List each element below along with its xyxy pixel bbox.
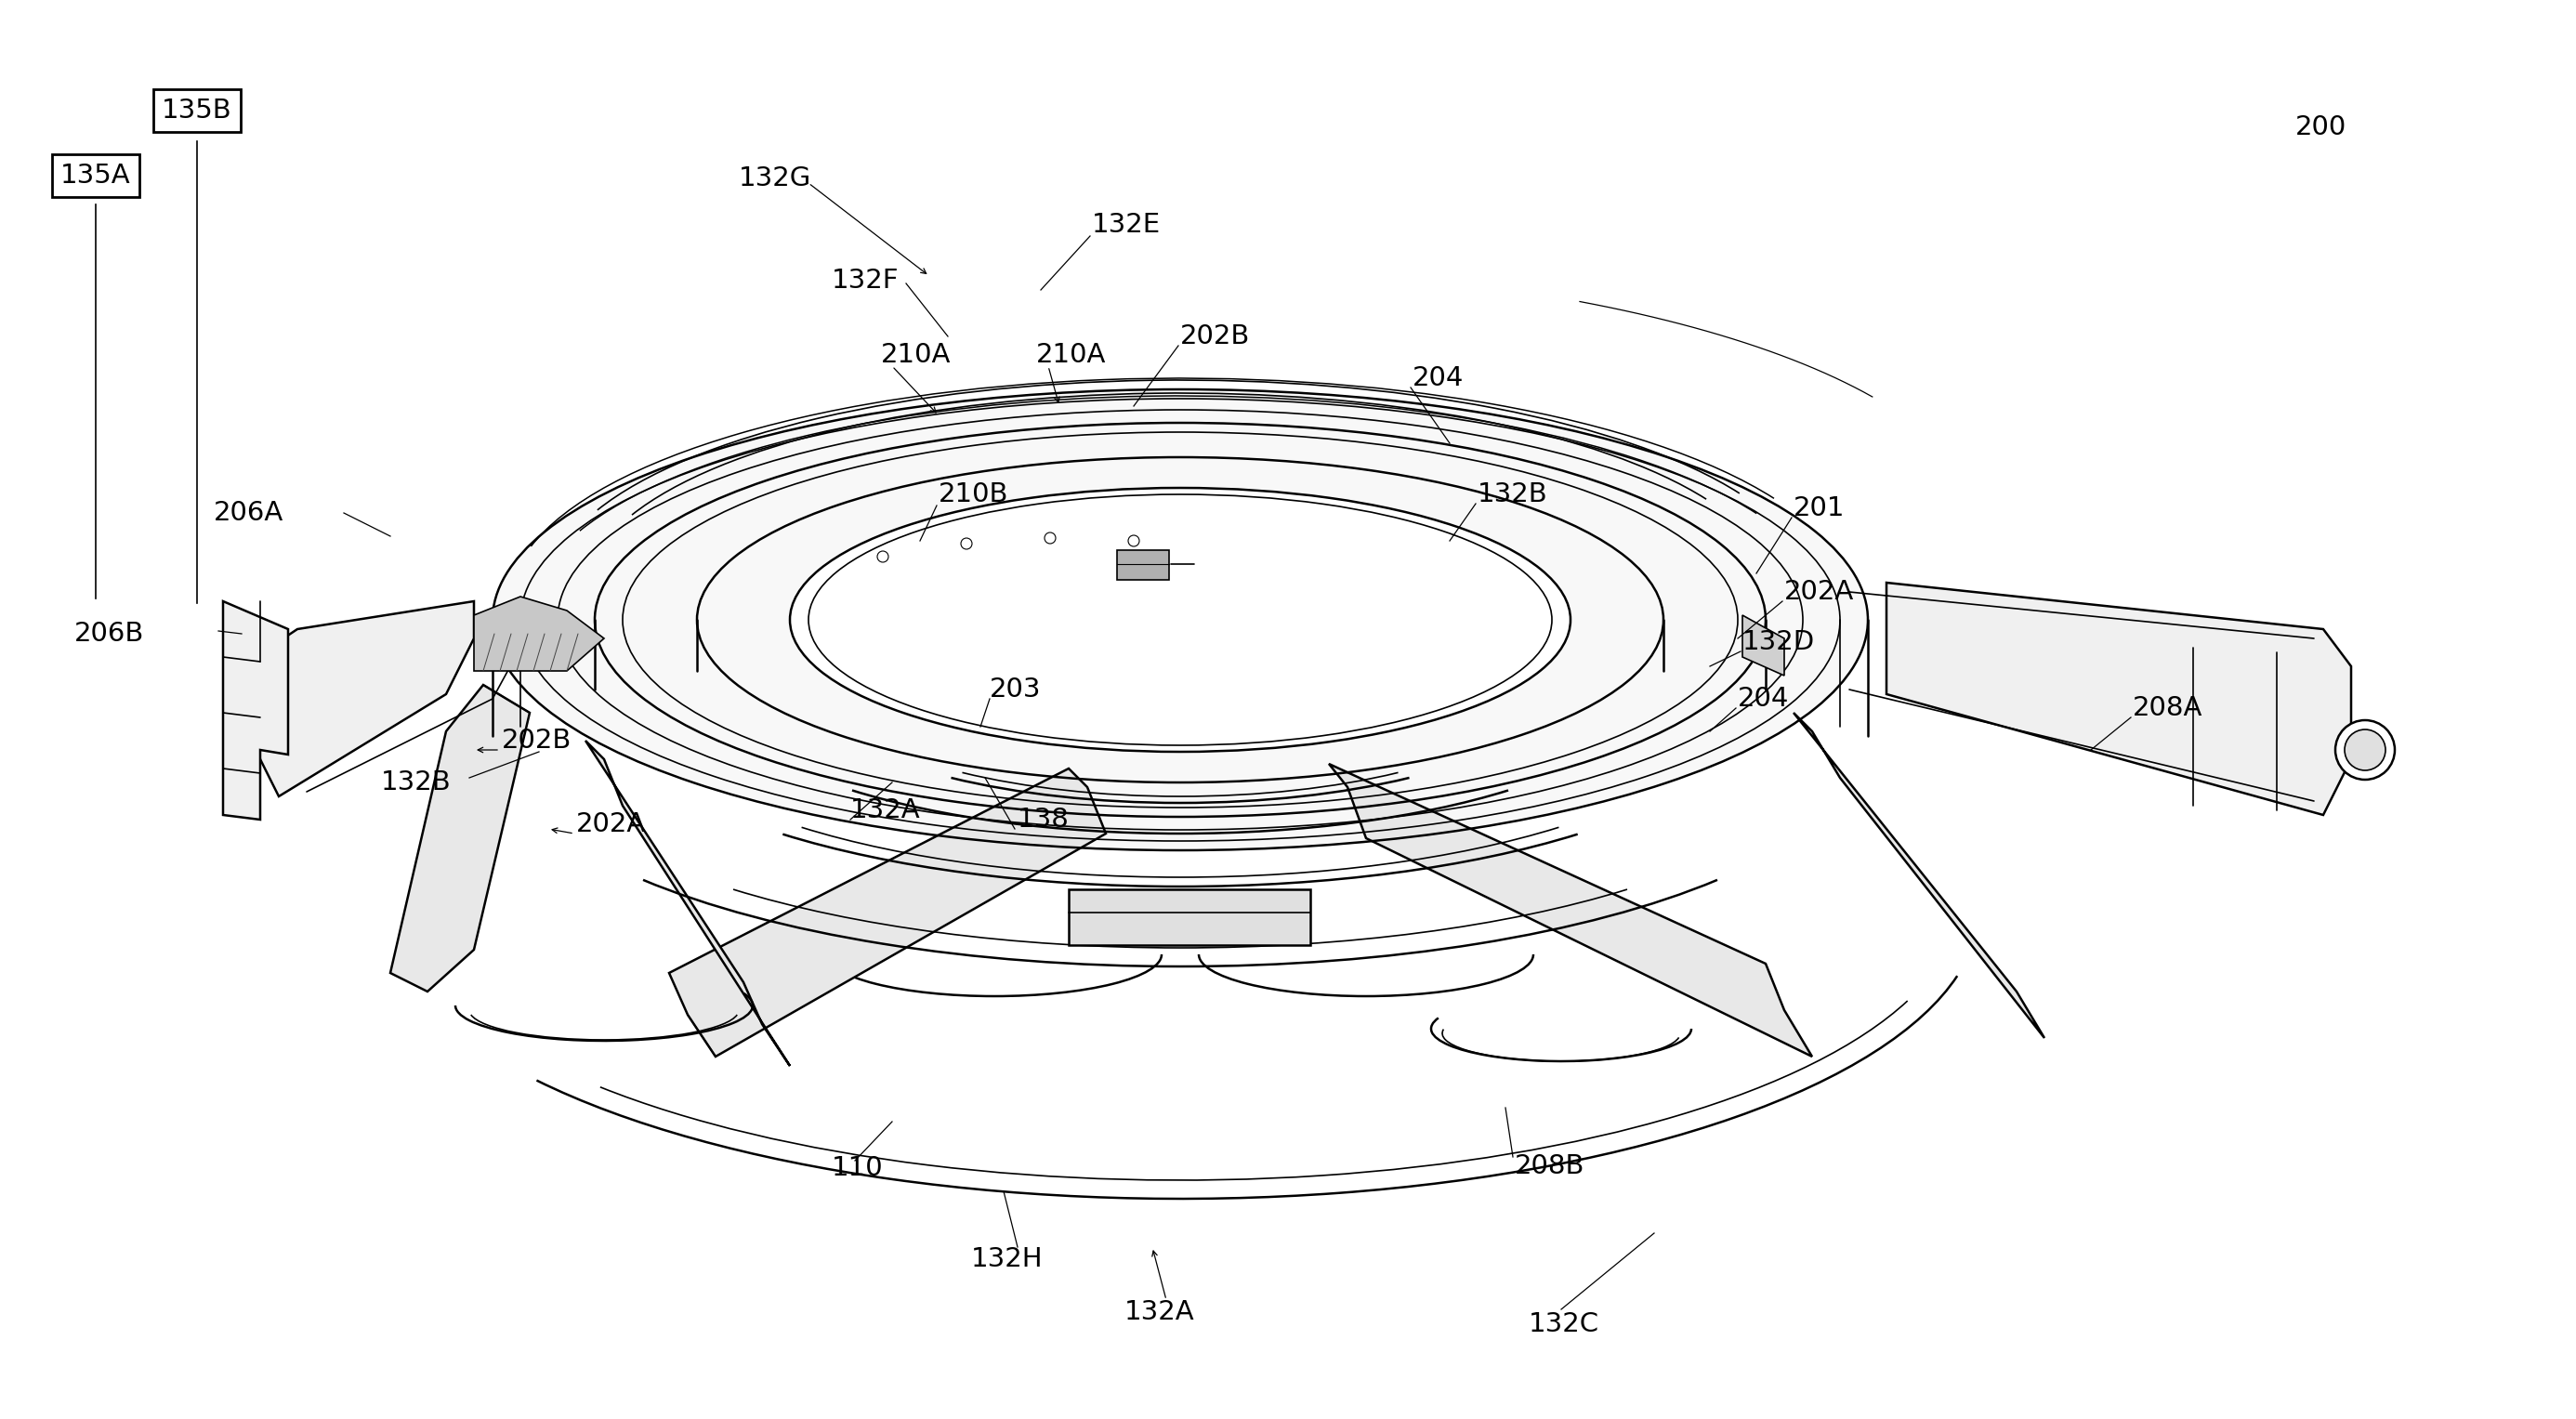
Text: 202B: 202B	[502, 728, 572, 753]
Text: 132C: 132C	[1528, 1311, 1600, 1337]
Text: 202A: 202A	[577, 812, 647, 837]
Ellipse shape	[492, 389, 1868, 850]
Text: 210A: 210A	[881, 342, 951, 368]
Polygon shape	[392, 685, 531, 992]
Circle shape	[1128, 535, 1139, 546]
Text: 132E: 132E	[1092, 211, 1162, 238]
Polygon shape	[1329, 763, 1811, 1057]
Text: 204: 204	[1739, 685, 1790, 712]
Polygon shape	[670, 769, 1105, 1057]
Text: 132G: 132G	[739, 166, 811, 192]
Text: 132A: 132A	[1126, 1300, 1195, 1325]
Ellipse shape	[791, 488, 1571, 752]
Text: 132A: 132A	[850, 797, 920, 823]
Text: 132B: 132B	[381, 769, 451, 796]
Text: 202B: 202B	[1180, 324, 1249, 349]
Text: 110: 110	[832, 1155, 884, 1181]
Polygon shape	[474, 596, 603, 671]
Circle shape	[2344, 729, 2385, 771]
Text: 208A: 208A	[2133, 695, 2202, 721]
Polygon shape	[1886, 583, 2352, 815]
Text: 210B: 210B	[938, 481, 1010, 508]
Text: 201: 201	[1793, 495, 1844, 521]
Text: 132F: 132F	[832, 268, 899, 294]
Polygon shape	[1741, 616, 1785, 675]
Circle shape	[2336, 721, 2396, 779]
Polygon shape	[1069, 890, 1311, 945]
Text: 132D: 132D	[1741, 629, 1816, 656]
Polygon shape	[1793, 712, 2045, 1037]
Text: 138: 138	[1018, 806, 1069, 833]
Text: 200: 200	[2295, 115, 2347, 140]
Text: 135B: 135B	[162, 98, 232, 123]
Text: 206A: 206A	[214, 499, 283, 526]
Text: 208B: 208B	[1515, 1154, 1584, 1179]
Text: 203: 203	[989, 677, 1041, 702]
Polygon shape	[1118, 551, 1170, 580]
Text: 132B: 132B	[1479, 481, 1548, 508]
Text: 206B: 206B	[75, 620, 144, 647]
Text: 132H: 132H	[971, 1246, 1043, 1273]
Text: 135A: 135A	[62, 163, 131, 189]
Circle shape	[1043, 532, 1056, 543]
Text: 210A: 210A	[1036, 342, 1105, 368]
Circle shape	[961, 538, 971, 549]
Polygon shape	[224, 602, 289, 820]
Polygon shape	[585, 741, 791, 1066]
Text: 202A: 202A	[1785, 579, 1855, 604]
Circle shape	[878, 551, 889, 562]
Text: 204: 204	[1412, 365, 1463, 392]
Polygon shape	[242, 602, 474, 796]
